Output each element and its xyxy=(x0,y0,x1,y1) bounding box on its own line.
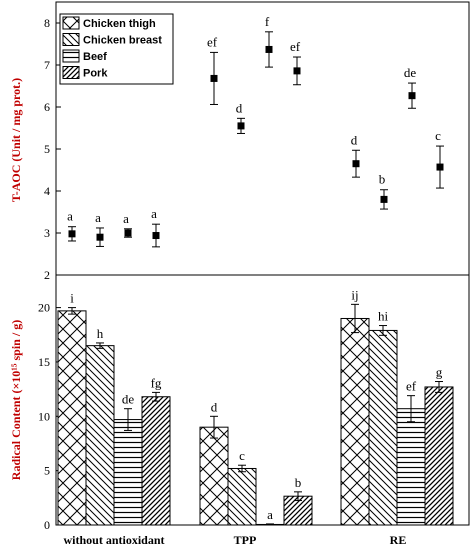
tAOC-point xyxy=(237,122,245,130)
legend-swatch xyxy=(62,33,80,46)
tAOC-point xyxy=(436,163,444,171)
radical-significance-label: hi xyxy=(378,309,389,324)
tAOC-significance-label: a xyxy=(151,206,157,221)
legend-label: Pork xyxy=(83,68,108,80)
radical-y-tick-label: 10 xyxy=(38,409,50,423)
tAOC-y-tick-label: 4 xyxy=(44,184,50,198)
tAOC-significance-label: ef xyxy=(207,34,218,49)
tAOC-significance-label: a xyxy=(67,209,73,224)
tAOC-data-points: a ef d a d b a f de a ef c xyxy=(67,14,444,248)
radical-bar xyxy=(57,310,87,526)
radical-significance-label: i xyxy=(70,291,74,306)
tAOC-point xyxy=(265,45,273,53)
radical-significance-label: de xyxy=(122,392,135,407)
radical-x-category-label: without antioxidant xyxy=(63,533,164,547)
radical-significance-label: h xyxy=(97,326,104,341)
tAOC-y-tick-label: 2 xyxy=(44,268,50,282)
radical-bar xyxy=(396,408,426,526)
tAOC-y-axis: 2 3 4 5 6 7 8 xyxy=(44,16,61,282)
radical-x-axis: without antioxidant TPP RE xyxy=(63,533,406,547)
tAOC-significance-label: a xyxy=(123,211,129,226)
radical-bar xyxy=(424,386,454,526)
radical-bar xyxy=(199,426,229,526)
tAOC-significance-label: de xyxy=(404,65,417,80)
radical-y-tick-label: 0 xyxy=(44,518,50,532)
radical-bar xyxy=(85,345,115,526)
tAOC-y-tick-label: 7 xyxy=(44,58,50,72)
tAOC-significance-label: d xyxy=(351,132,358,147)
radical-bar xyxy=(368,329,398,526)
radical-y-axis-title: Radical Content (×10¹⁵ spin / g) xyxy=(9,320,23,480)
radical-x-category-label: TPP xyxy=(234,533,257,547)
legend-label: Chicken breast xyxy=(83,35,162,47)
radical-significance-label: g xyxy=(436,365,443,380)
tAOC-significance-label: d xyxy=(236,100,243,115)
tAOC-point xyxy=(352,160,360,168)
tAOC-y-tick-label: 8 xyxy=(44,16,50,30)
tAOC-significance-label: c xyxy=(435,128,441,143)
radical-bar xyxy=(113,419,143,526)
legend-label: Chicken thigh xyxy=(83,18,156,30)
radical-x-category-label: RE xyxy=(390,533,407,547)
legend-label: Beef xyxy=(83,51,107,63)
radical-bar xyxy=(141,396,171,526)
radical-significance-label: fg xyxy=(151,375,162,390)
radical-y-tick-label: 5 xyxy=(44,464,50,478)
radical-y-tick-label: 20 xyxy=(38,301,50,315)
tAOC-y-tick-label: 5 xyxy=(44,142,50,156)
tAOC-point xyxy=(96,233,104,241)
radical-bars: i d ij h c hi de a ef fg b g xyxy=(57,287,454,526)
tAOC-point xyxy=(293,67,301,75)
tAOC-point xyxy=(124,229,132,237)
tAOC-significance-label: b xyxy=(379,172,386,187)
tAOC-y-axis-title: T-AOC (Unit / mg prot.) xyxy=(9,78,23,202)
tAOC-point xyxy=(152,232,160,240)
radical-significance-label: c xyxy=(239,448,245,463)
radical-bar xyxy=(227,467,257,526)
tAOC-y-tick-label: 6 xyxy=(44,100,50,114)
tAOC-y-tick-label: 3 xyxy=(44,226,50,240)
tAOC-significance-label: f xyxy=(265,14,270,29)
radical-significance-label: ef xyxy=(406,379,417,394)
radical-bar xyxy=(340,317,370,526)
tAOC-significance-label: ef xyxy=(290,39,301,54)
tAOC-point xyxy=(68,230,76,238)
radical-panel: Radical Content (×10¹⁵ spin / g) 0 5 10 15 2… xyxy=(9,274,470,547)
tAOC-point xyxy=(380,195,388,203)
legend-swatch xyxy=(62,49,80,63)
tAOC-significance-label: a xyxy=(95,210,101,225)
radical-significance-label: d xyxy=(211,399,218,414)
legend-swatch xyxy=(62,66,80,79)
legend-swatch xyxy=(62,16,80,30)
legend: Chicken thigh Chicken breast Beef Pork xyxy=(59,13,174,85)
radical-significance-label: b xyxy=(295,475,302,490)
tAOC-point xyxy=(408,92,416,100)
tAOC-point xyxy=(210,74,218,82)
radical-significance-label: a xyxy=(267,507,273,522)
radical-y-tick-label: 15 xyxy=(38,355,50,369)
radical-significance-label: ij xyxy=(351,287,358,302)
